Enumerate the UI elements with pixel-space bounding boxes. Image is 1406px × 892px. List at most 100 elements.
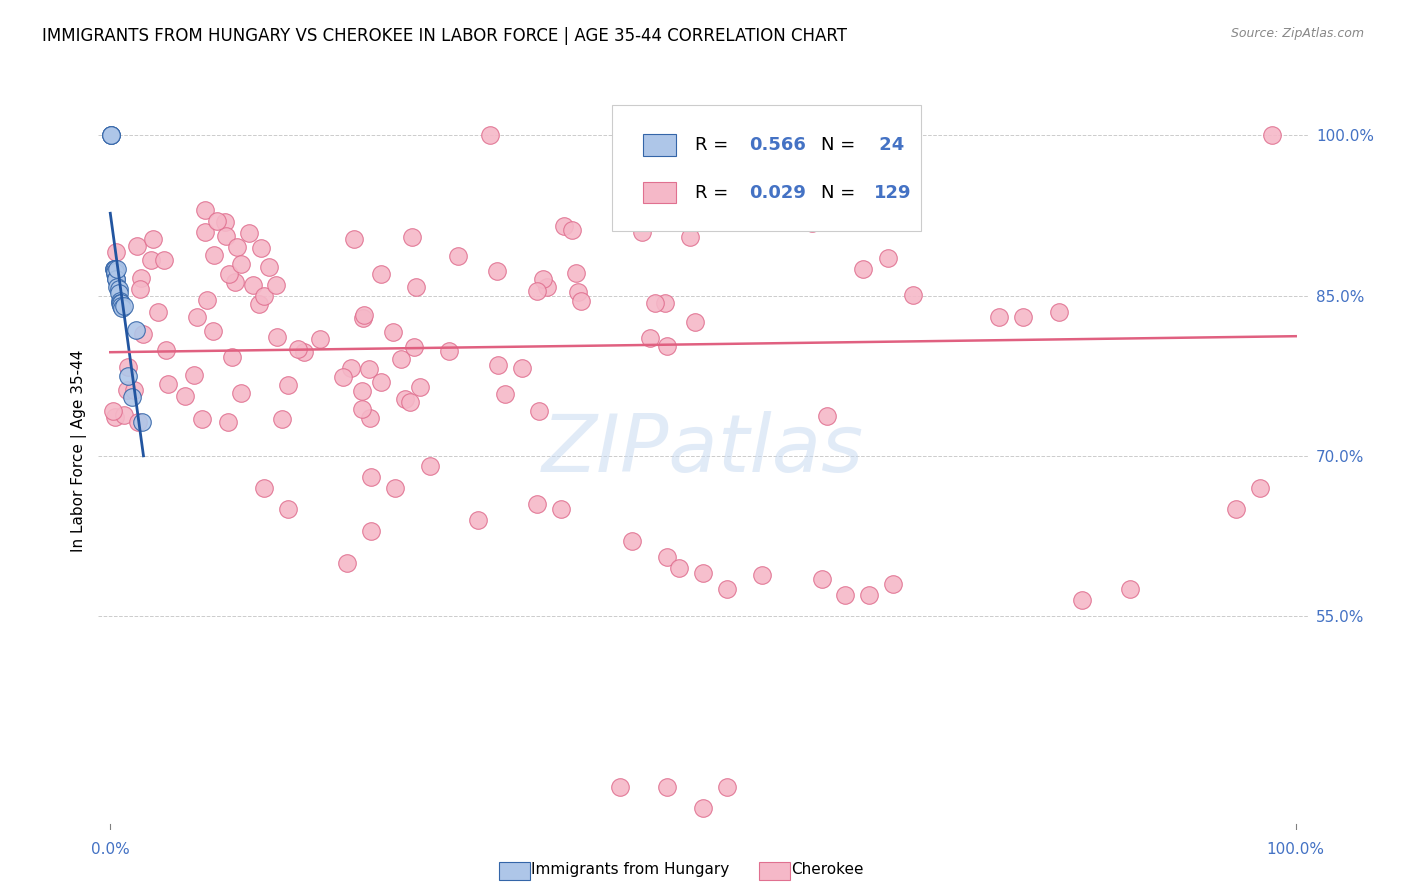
- Point: [195, 293, 218, 307]
- Point: [309, 332, 332, 346]
- Point: [112, 408, 135, 422]
- Point: [115, 383, 138, 397]
- Point: [336, 556, 359, 570]
- Point: [1012, 310, 1035, 324]
- Point: [122, 384, 145, 398]
- Point: [111, 301, 134, 316]
- Point: [264, 277, 287, 292]
- Point: [526, 497, 548, 511]
- Text: ZIPatlas: ZIPatlas: [541, 411, 865, 490]
- Point: [101, 404, 124, 418]
- Point: [1047, 304, 1070, 318]
- Point: [224, 276, 246, 290]
- Point: [157, 376, 180, 391]
- Point: [360, 524, 382, 538]
- Point: [277, 377, 299, 392]
- Point: [105, 271, 128, 285]
- Point: [104, 267, 127, 281]
- Point: [478, 128, 501, 143]
- Point: [221, 350, 243, 364]
- Point: [801, 216, 824, 230]
- Point: [486, 359, 509, 373]
- Point: [294, 344, 316, 359]
- Point: [1249, 481, 1271, 495]
- Point: [398, 395, 420, 409]
- Point: [226, 240, 249, 254]
- Point: [350, 402, 373, 417]
- Point: [692, 566, 714, 581]
- Point: [352, 311, 374, 326]
- Point: [257, 260, 280, 275]
- Point: [253, 288, 276, 302]
- Text: N =: N =: [821, 184, 862, 202]
- Point: [644, 296, 666, 310]
- Point: [127, 415, 149, 429]
- Point: [620, 534, 643, 549]
- Point: [382, 325, 405, 339]
- Text: 0.566: 0.566: [749, 136, 806, 154]
- Point: [242, 277, 264, 292]
- Point: [104, 261, 127, 276]
- Point: [191, 412, 214, 426]
- Point: [201, 324, 224, 338]
- Point: [405, 280, 427, 294]
- Point: [716, 582, 738, 597]
- Point: [467, 513, 489, 527]
- Point: [404, 340, 426, 354]
- Point: [266, 330, 288, 344]
- Point: [125, 239, 148, 253]
- Point: [117, 368, 139, 383]
- Point: [105, 261, 128, 276]
- Point: [852, 262, 875, 277]
- Point: [129, 270, 152, 285]
- Point: [903, 287, 925, 301]
- Text: Source: ZipAtlas.com: Source: ZipAtlas.com: [1230, 27, 1364, 40]
- Point: [564, 266, 586, 280]
- Point: [439, 343, 461, 358]
- Point: [100, 128, 122, 143]
- Point: [447, 249, 470, 263]
- Point: [550, 502, 572, 516]
- Point: [108, 296, 131, 310]
- Point: [247, 297, 270, 311]
- Text: 0.0%: 0.0%: [91, 842, 129, 857]
- Point: [536, 280, 558, 294]
- Text: R =: R =: [695, 184, 734, 202]
- Point: [815, 409, 838, 423]
- Point: [876, 251, 898, 265]
- Text: 100.0%: 100.0%: [1267, 842, 1324, 857]
- Point: [194, 225, 217, 239]
- Point: [655, 339, 678, 353]
- Point: [1225, 502, 1247, 516]
- Point: [683, 315, 706, 329]
- Point: [129, 282, 152, 296]
- Text: 129: 129: [873, 184, 911, 202]
- Point: [668, 561, 690, 575]
- Point: [277, 502, 299, 516]
- Point: [343, 232, 366, 246]
- Point: [142, 232, 165, 246]
- Text: 0.029: 0.029: [749, 184, 806, 202]
- Point: [858, 588, 880, 602]
- Point: [104, 409, 127, 424]
- Point: [104, 265, 127, 279]
- Point: [340, 360, 363, 375]
- Point: [139, 252, 162, 267]
- Point: [692, 801, 714, 815]
- Point: [332, 369, 354, 384]
- Text: 24: 24: [873, 136, 904, 154]
- Point: [638, 330, 661, 344]
- Point: [609, 780, 631, 794]
- Point: [357, 361, 380, 376]
- Point: [553, 219, 575, 234]
- Point: [249, 241, 271, 255]
- Point: [567, 285, 589, 299]
- Point: [370, 267, 392, 281]
- Point: [186, 310, 208, 325]
- Point: [527, 404, 550, 418]
- Point: [287, 342, 309, 356]
- Point: [214, 215, 236, 229]
- Point: [988, 310, 1011, 324]
- Point: [494, 387, 516, 401]
- Point: [561, 223, 583, 237]
